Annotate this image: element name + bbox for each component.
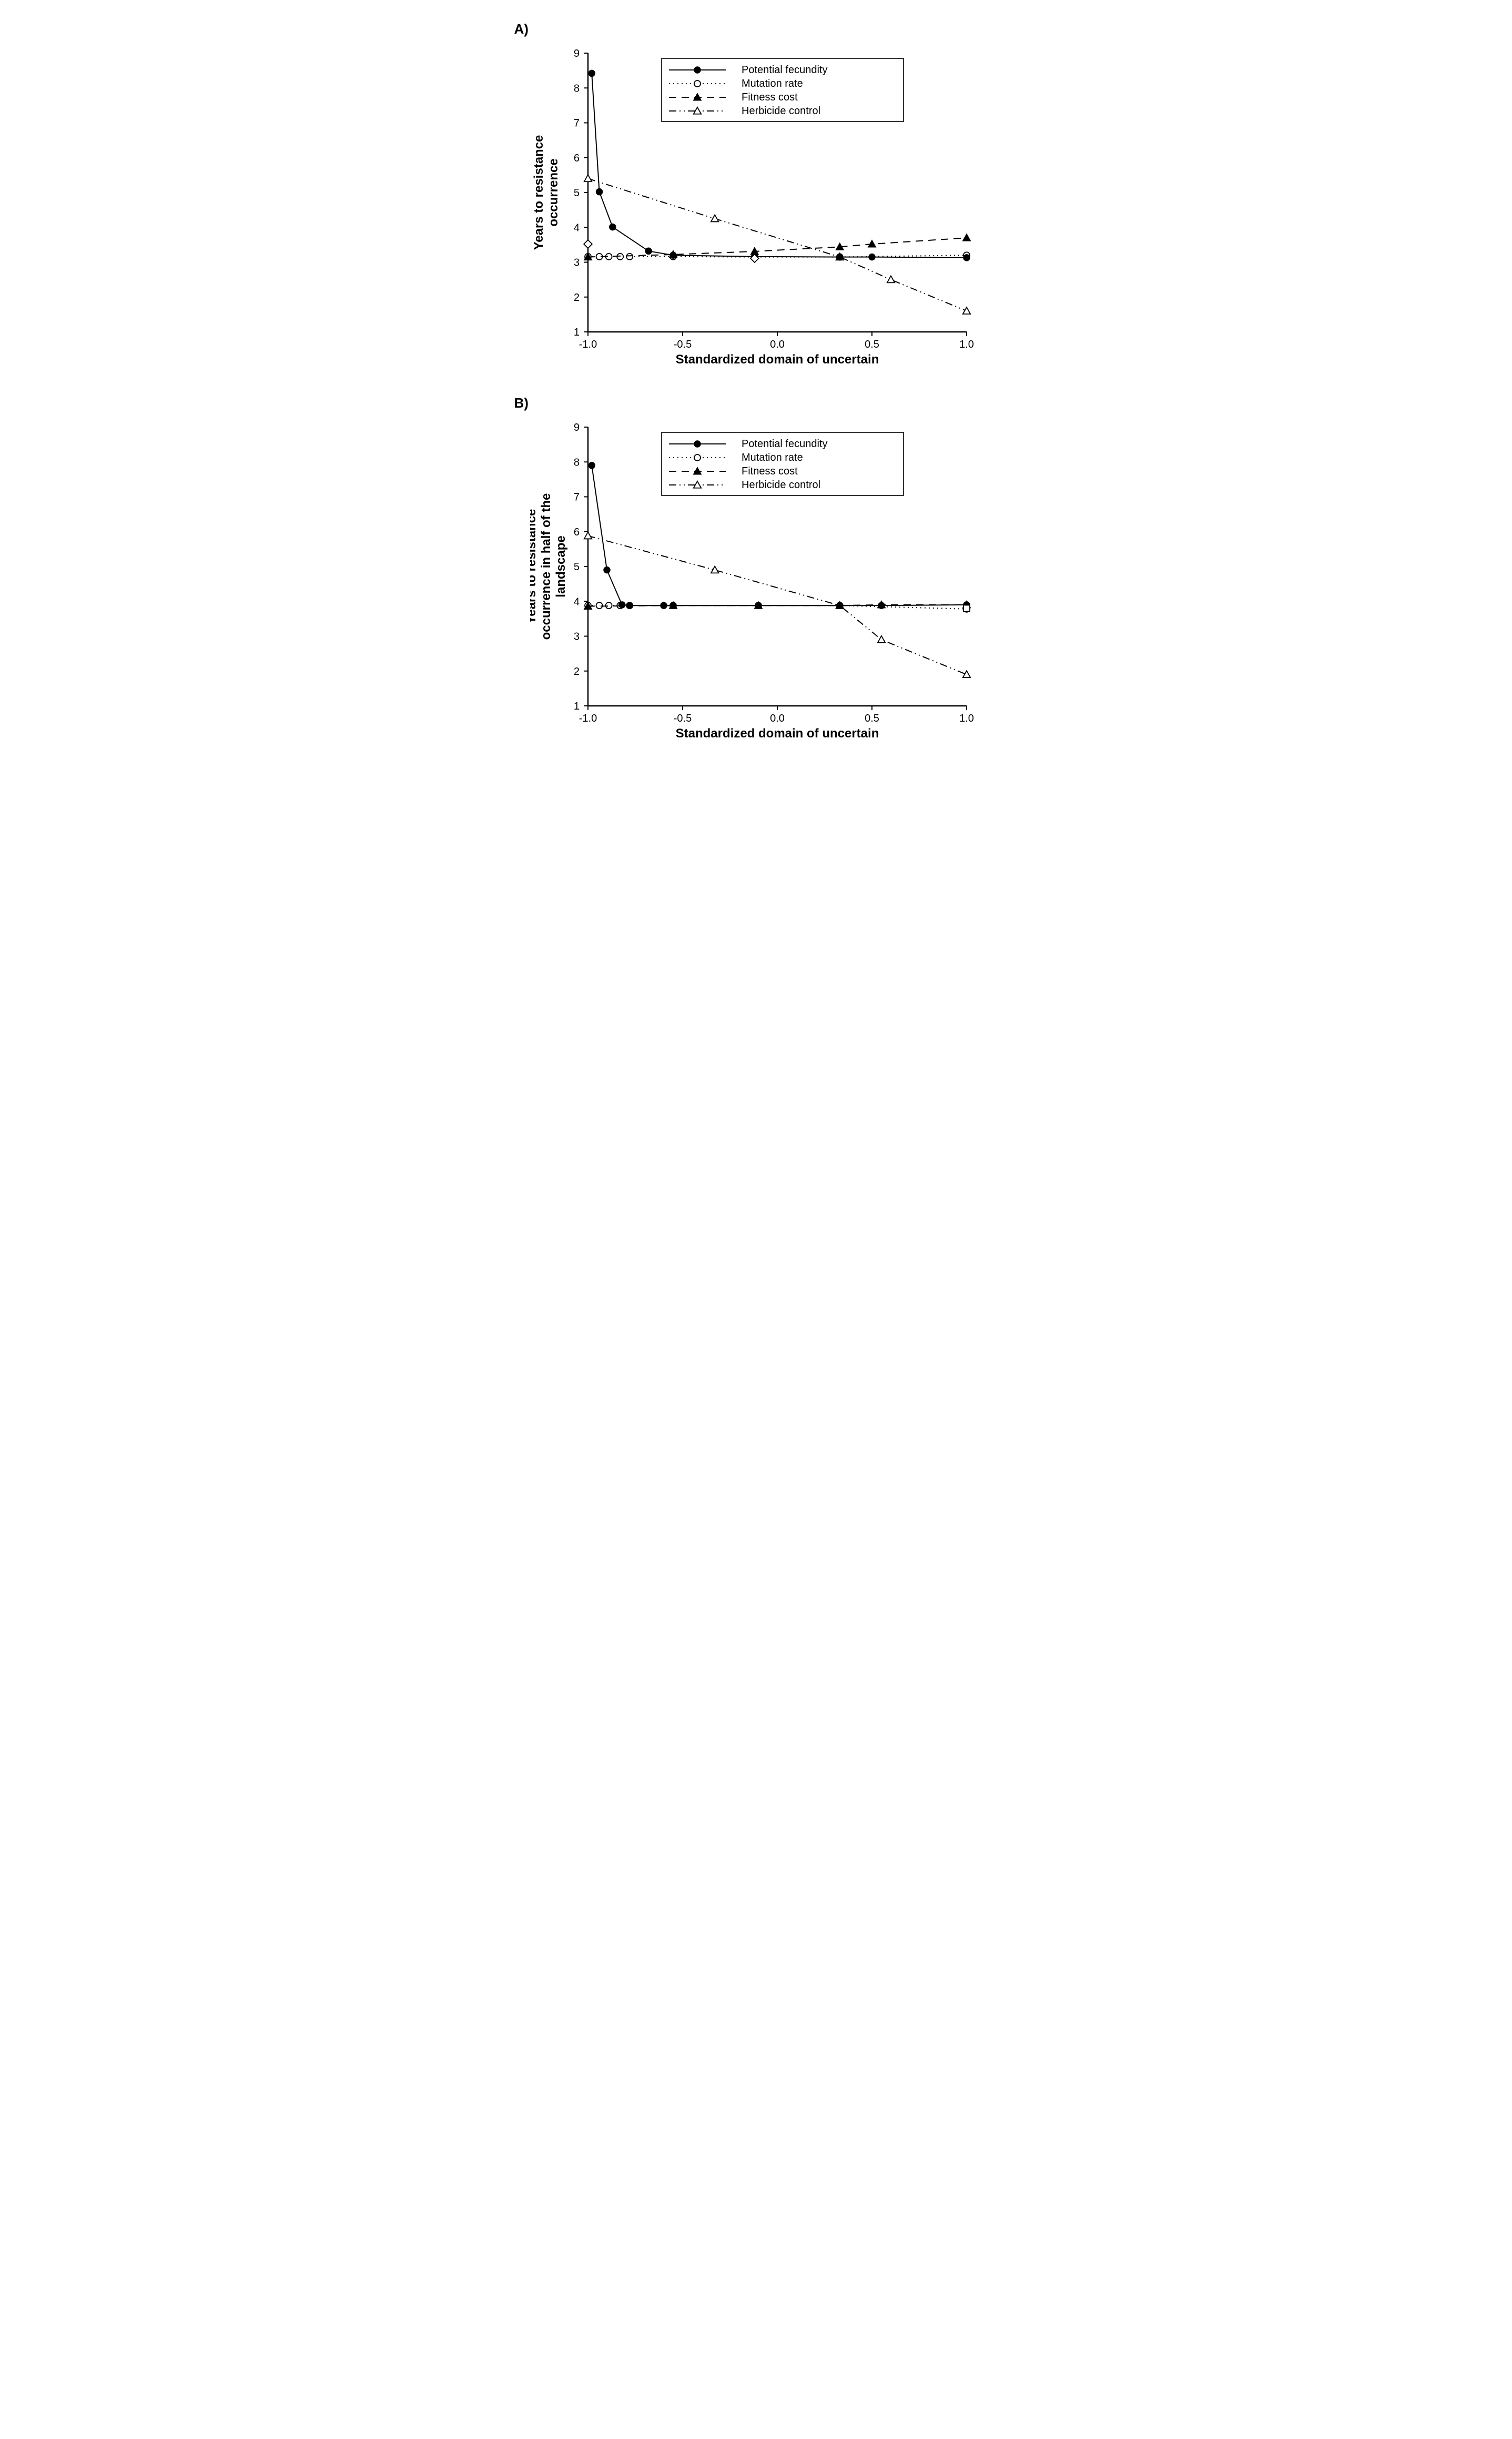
svg-text:9: 9	[573, 422, 579, 433]
svg-text:Fitness cost: Fitness cost	[742, 92, 798, 103]
svg-text:occurrence in half of the: occurrence in half of the	[539, 493, 553, 640]
svg-text:3: 3	[573, 631, 579, 643]
svg-text:1.0: 1.0	[959, 713, 974, 724]
svg-text:Herbicide control: Herbicide control	[742, 105, 820, 117]
svg-text:Mutation rate: Mutation rate	[742, 452, 803, 463]
svg-text:-0.5: -0.5	[673, 339, 691, 350]
svg-text:2: 2	[573, 666, 579, 677]
svg-text:1.0: 1.0	[959, 339, 974, 350]
svg-text:1: 1	[573, 701, 579, 712]
svg-text:occurrence: occurrence	[546, 158, 561, 226]
panel-a-label: A)	[514, 21, 998, 37]
svg-text:landscape: landscape	[554, 535, 568, 597]
chart-b: 1 2 3 4 5 6 7 8 9 -1.0 -0.5 0.0 0.5 1.0 Standardized d…	[530, 417, 982, 753]
x-axis-label: Standardized domain of uncertain	[675, 726, 879, 741]
svg-text:-1.0: -1.0	[579, 713, 596, 724]
chart-b-svg: 1 2 3 4 5 6 7 8 9 -1.0 -0.5 0.0 0.5 1.0 Standardized d…	[530, 417, 982, 753]
svg-text:8: 8	[573, 83, 579, 94]
panel-b-label: B)	[514, 395, 998, 411]
svg-text:4: 4	[573, 596, 579, 608]
svg-text:7: 7	[573, 492, 579, 503]
x-axis-label: Standardized domain of uncertain	[675, 352, 879, 367]
svg-text:Herbicide control: Herbicide control	[742, 479, 820, 491]
svg-text:Years to resistance: Years to resistance	[532, 135, 546, 250]
svg-text:0.5: 0.5	[865, 339, 879, 350]
svg-text:3: 3	[573, 257, 579, 269]
series-square	[963, 605, 970, 612]
svg-text:7: 7	[573, 118, 579, 129]
series-mutation	[585, 252, 970, 260]
legend: Potential fecundity Mutation rate Fitness …	[662, 432, 904, 495]
legend: Potential fecundity Mutation rate Fitness …	[662, 58, 904, 122]
svg-text:6: 6	[573, 527, 579, 538]
svg-text:-0.5: -0.5	[673, 713, 691, 724]
page: A) 1 2 3 4 5 6 7 8 9 -1.0 -0.5 0.0 0.5 1.0 Standardize…	[504, 0, 1009, 795]
svg-text:0.5: 0.5	[865, 713, 879, 724]
svg-text:8: 8	[573, 457, 579, 468]
svg-text:0.0: 0.0	[770, 713, 785, 724]
series-mutation	[585, 602, 970, 612]
svg-text:5: 5	[573, 561, 579, 573]
series-herbicide	[584, 175, 970, 314]
svg-text:2: 2	[573, 292, 579, 303]
svg-text:9: 9	[573, 48, 579, 59]
svg-text:1: 1	[573, 327, 579, 338]
svg-text:Years to resistance: Years to resistance	[530, 509, 539, 624]
svg-text:Potential fecundity: Potential fecundity	[742, 64, 827, 76]
chart-a: 1 2 3 4 5 6 7 8 9 -1.0 -0.5 0.0 0.5 1.0 Standardized d…	[530, 43, 982, 379]
svg-text:-1.0: -1.0	[579, 339, 596, 350]
svg-text:0.0: 0.0	[770, 339, 785, 350]
svg-text:6: 6	[573, 153, 579, 164]
svg-text:5: 5	[573, 187, 579, 199]
svg-text:Potential fecundity: Potential fecundity	[742, 438, 827, 450]
svg-text:4: 4	[573, 222, 579, 234]
chart-a-svg: 1 2 3 4 5 6 7 8 9 -1.0 -0.5 0.0 0.5 1.0 Standardized d…	[530, 43, 982, 379]
svg-text:Mutation rate: Mutation rate	[742, 78, 803, 89]
svg-text:Fitness cost: Fitness cost	[742, 465, 798, 477]
